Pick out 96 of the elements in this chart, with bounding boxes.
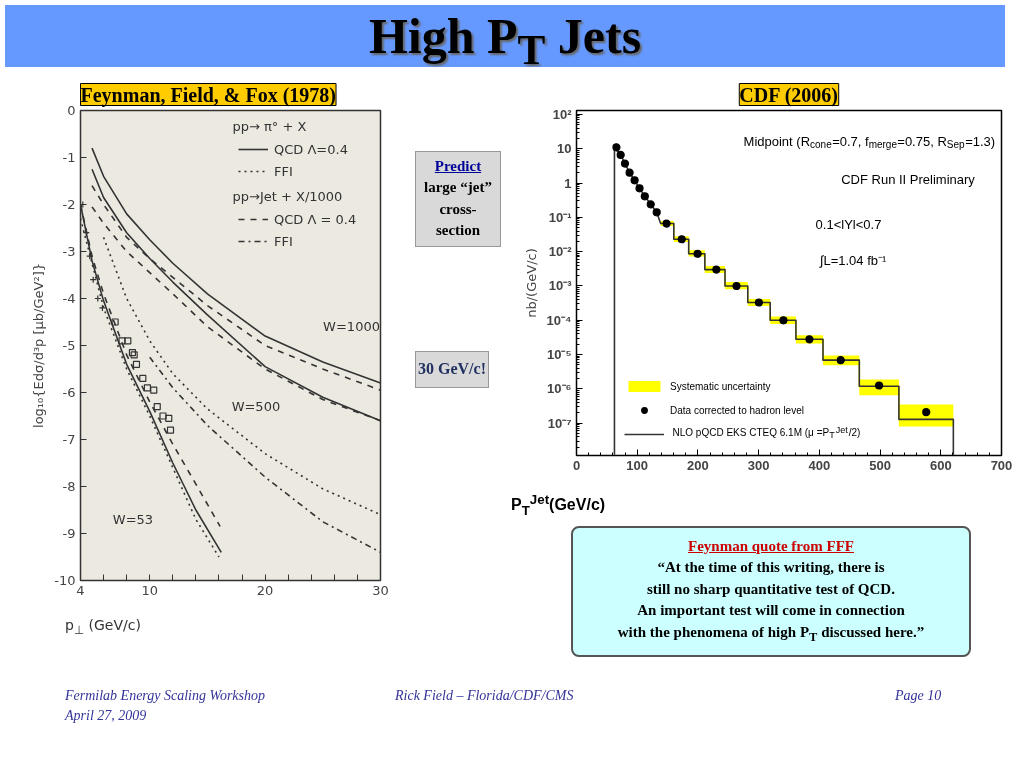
point bbox=[130, 351, 138, 359]
y-tick-label: -2 bbox=[62, 197, 76, 212]
line-series bbox=[102, 236, 381, 516]
text: Feynman quote from FFF bbox=[688, 538, 854, 554]
point bbox=[143, 384, 152, 392]
point bbox=[922, 408, 931, 417]
point bbox=[139, 374, 147, 382]
y-tick-label: 10⁻¹ bbox=[548, 209, 572, 225]
point bbox=[132, 360, 141, 368]
point bbox=[153, 403, 161, 411]
y-tick-label: 1 bbox=[564, 175, 572, 191]
y-tick-label: -3 bbox=[62, 244, 76, 259]
y-tick-label: -6 bbox=[62, 385, 76, 400]
point bbox=[124, 337, 132, 345]
point bbox=[612, 143, 621, 152]
annotation: pp→ π° + X bbox=[232, 119, 307, 134]
x-tick-label: 30 bbox=[372, 582, 389, 598]
y-tick-label: -8 bbox=[62, 479, 76, 494]
point bbox=[165, 414, 173, 422]
point bbox=[646, 200, 655, 209]
x-tick-label: 600 bbox=[929, 457, 952, 473]
x-tick-label: 400 bbox=[808, 457, 831, 473]
text: Rick Field – Florida/CDF/CMS bbox=[395, 687, 575, 705]
y-tick-label: 0 bbox=[67, 103, 76, 118]
y-axis-title: log₁₀{Edσ/d³p [μb/GeV²]} bbox=[31, 263, 47, 428]
legend-label: Systematic uncertainty bbox=[670, 379, 771, 393]
x-tick-label: 500 bbox=[869, 457, 891, 473]
annotation: ∫L=1.04 fb⁻¹ bbox=[818, 253, 888, 269]
chart-title: Feynman, Field, & Fox (1978) bbox=[80, 83, 337, 107]
y-tick-label: -9 bbox=[62, 526, 76, 541]
point bbox=[875, 381, 884, 390]
annotation: W=1000 bbox=[323, 319, 380, 335]
y-tick-label: -5 bbox=[62, 338, 76, 353]
point bbox=[662, 219, 671, 228]
point bbox=[616, 150, 625, 160]
legend-label: Data corrected to hadron level bbox=[670, 403, 804, 417]
y-tick-label: 10² bbox=[552, 106, 573, 122]
legend-label: QCD Λ=0.4 bbox=[274, 140, 348, 158]
text: April 27, 2009 bbox=[65, 708, 147, 723]
text: large “jet” cross-section bbox=[424, 179, 492, 239]
point bbox=[635, 184, 644, 193]
annotation: pp→Jet + X/1000 bbox=[232, 189, 343, 204]
point bbox=[111, 318, 119, 326]
point bbox=[779, 316, 788, 325]
x-tick-label: 100 bbox=[626, 457, 649, 473]
annotation: W=500 bbox=[231, 399, 281, 415]
y-tick-label: 10⁻⁴ bbox=[546, 312, 572, 328]
y-tick-label: 10⁻² bbox=[548, 244, 573, 260]
x-tick-label: 700 bbox=[990, 457, 1013, 473]
x-tick-label: 20 bbox=[256, 582, 274, 598]
y-tick-label: -4 bbox=[62, 291, 76, 306]
y-tick-label: 10⁻⁷ bbox=[547, 415, 572, 431]
chart-title: CDF (2006) bbox=[739, 83, 838, 107]
x-axis-title: p$_{⊥}$ (GeV/c) bbox=[64, 616, 141, 639]
x-tick-label: 300 bbox=[747, 457, 770, 473]
annotation: W=53 bbox=[112, 511, 154, 527]
point bbox=[754, 298, 764, 307]
legend-label: FFI bbox=[274, 162, 294, 180]
x-axis-title: P$_{T}$$^{Jet}$(GeV/c) bbox=[511, 491, 606, 520]
x-tick-label: 200 bbox=[687, 457, 709, 473]
point bbox=[166, 426, 175, 434]
annotation: CDF Run II Preliminary bbox=[841, 172, 976, 187]
point bbox=[732, 281, 741, 291]
point bbox=[625, 168, 634, 177]
x-tick-label: 4 bbox=[76, 582, 85, 598]
point bbox=[118, 337, 126, 345]
y-tick-label: -7 bbox=[62, 432, 76, 447]
x-tick-label: 10 bbox=[141, 582, 159, 598]
y-tick-label: -10 bbox=[54, 573, 76, 588]
text: High P$_{T}$ Jets bbox=[367, 7, 643, 73]
y-axis-title: nb/(GeV/c) bbox=[523, 248, 539, 318]
y-tick-label: 10⁻⁵ bbox=[546, 347, 572, 363]
point bbox=[150, 386, 158, 394]
point bbox=[630, 176, 639, 185]
point bbox=[677, 235, 686, 244]
legend-label: FFI bbox=[274, 232, 294, 250]
text: 30 GeV/c! bbox=[415, 351, 489, 388]
point bbox=[712, 265, 721, 274]
point bbox=[128, 348, 137, 357]
text: Fermilab Energy Scaling Workshop bbox=[65, 688, 265, 703]
y-tick-label: 10 bbox=[557, 141, 572, 157]
point bbox=[652, 208, 661, 217]
y-tick-label: -1 bbox=[62, 150, 76, 165]
point bbox=[836, 356, 845, 365]
legend-label: QCD Λ = 0.4 bbox=[274, 210, 357, 228]
point bbox=[159, 412, 167, 420]
y-tick-label: 10⁻⁶ bbox=[547, 381, 572, 397]
annotation: 0.1<lYl<0.7 bbox=[815, 216, 882, 232]
text: “At the time of this writing, there is still no sharp quantitative test of QCD. An important test will come in connection with the phenomena of high P$_{T}$ discussed here.” bbox=[617, 559, 925, 644]
text: Page 10 bbox=[895, 687, 942, 705]
point bbox=[693, 249, 702, 258]
point bbox=[640, 192, 649, 201]
text: Predict bbox=[434, 158, 482, 174]
y-tick-label: 10⁻³ bbox=[548, 278, 573, 294]
point bbox=[620, 159, 630, 168]
point bbox=[805, 335, 814, 344]
